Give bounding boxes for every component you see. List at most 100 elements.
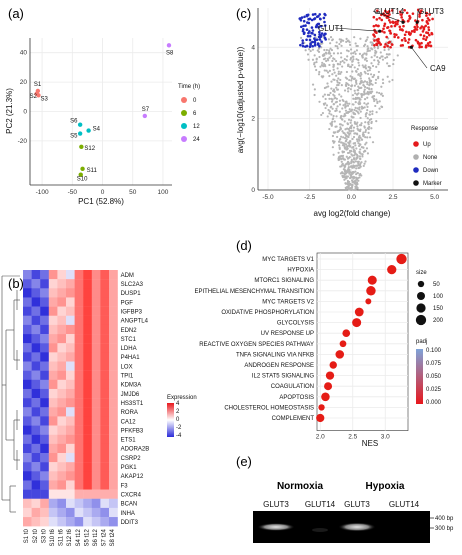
- pca-point: [142, 113, 148, 119]
- volcano-point-none: [315, 68, 318, 72]
- heatmap-cell: [48, 462, 58, 472]
- volcano-point-none: [356, 160, 359, 163]
- volcano-point-up: [377, 40, 380, 43]
- heatmap-cell: [83, 270, 92, 280]
- dotplot-size-label: 50: [433, 282, 440, 288]
- pca-legend-swatch: [181, 123, 187, 129]
- heatmap-cell: [91, 379, 101, 390]
- volcano-point-none: [336, 81, 339, 84]
- volcano-point-none: [357, 59, 360, 62]
- heatmap-cell: [83, 517, 92, 527]
- heatmap-gene-label: TPI1: [121, 374, 134, 380]
- dotplot-color-legend-title: padj: [416, 339, 427, 345]
- volcano-legend-label: None: [423, 155, 438, 161]
- heatmap-cell: [109, 443, 118, 454]
- heatmap-cell: [23, 489, 32, 499]
- volcano-point-none: [336, 105, 339, 108]
- heatmap-gene-label: F3: [121, 483, 129, 489]
- volcano-point-none: [355, 156, 358, 159]
- volcano-point-none: [356, 89, 359, 92]
- volcano-point-none: [384, 56, 387, 60]
- volcano-point-none: [376, 55, 379, 59]
- volcano-point-none: [366, 102, 370, 105]
- volcano-point-none: [330, 54, 333, 58]
- heatmap-cell: [48, 379, 58, 390]
- pca-x-tick: -50: [68, 189, 78, 196]
- pca-x-tick: 0: [101, 189, 105, 196]
- volcano-point-none: [366, 136, 369, 139]
- volcano-point-up: [383, 22, 387, 26]
- volcano-point-none: [348, 102, 351, 105]
- pca-point-label: S8: [166, 50, 174, 56]
- volcano-point-none: [358, 100, 361, 103]
- heatmap-cell: [100, 288, 110, 298]
- volcano-point-none: [396, 54, 399, 57]
- heatmap-cell: [83, 498, 92, 509]
- heatmap-cell: [91, 407, 101, 417]
- heatmap-cell: [31, 361, 41, 371]
- volcano-point-none: [365, 53, 368, 56]
- volcano-point-none: [353, 154, 356, 157]
- heatmap-cell: [109, 507, 118, 518]
- volcano-point-none: [358, 134, 361, 137]
- volcano-point-none: [346, 102, 349, 105]
- heatmap-cell: [100, 471, 110, 481]
- heatmap-cell: [57, 517, 67, 527]
- heatmap-cell: [57, 270, 67, 280]
- dotplot-size-label: 100: [433, 294, 444, 300]
- panel-label-a: (a): [8, 6, 24, 21]
- pca-y-tick: 20: [20, 79, 28, 86]
- volcano-point-none: [363, 88, 366, 91]
- heatmap-cell: [91, 370, 101, 380]
- volcano-point-none: [392, 62, 395, 66]
- gel-lane-label: GLUT3: [263, 500, 289, 509]
- heatmap-cell: [40, 315, 49, 326]
- volcano-point-none: [350, 52, 353, 55]
- volcano-point-none: [336, 63, 340, 66]
- volcano-point-none: [348, 108, 351, 111]
- volcano-point-up: [372, 24, 376, 28]
- heatmap-cell: [100, 279, 110, 289]
- heatmap-cell: [31, 489, 41, 499]
- volcano-point-none: [328, 56, 331, 59]
- heatmap-cell: [31, 480, 41, 490]
- volcano-points: [298, 8, 434, 192]
- volcano-marker-label: GLUT3: [418, 7, 444, 16]
- volcano-point-up: [416, 8, 420, 12]
- heatmap-gene-label: PFKFB3: [121, 428, 144, 434]
- heatmap-cell: [31, 324, 41, 335]
- heatmap-sample-label: S2 t0: [33, 529, 39, 544]
- volcano-point-none: [354, 97, 357, 101]
- heatmap-cell: [66, 453, 75, 463]
- heatmap-sample-label: S10 t6: [50, 529, 56, 547]
- volcano-point-up: [374, 24, 378, 27]
- volcano-point-none: [359, 37, 362, 40]
- heatmap-cell: [57, 379, 67, 390]
- volcano-point-none: [351, 103, 354, 106]
- pca-legend-label: 0: [193, 98, 197, 104]
- volcano-point-none: [357, 102, 360, 105]
- volcano-point-none: [379, 51, 382, 54]
- heatmap-cell: [57, 471, 67, 481]
- heatmap-cell: [48, 343, 58, 353]
- heatmap-cell: [91, 297, 101, 307]
- panel-b: (b) ADM SLC2A3 DUSP1 PGF IGFBP3 ANGPTL4 EDN2 ST…: [1, 270, 197, 547]
- volcano-point-up: [428, 13, 431, 16]
- volcano-point-up: [408, 16, 412, 19]
- dotplot-category-label: COAGULATION: [271, 384, 314, 390]
- volcano-point-none: [330, 113, 333, 116]
- volcano-point-none: [354, 182, 357, 186]
- volcano-point-none: [347, 135, 350, 139]
- volcano-point-up: [420, 45, 423, 49]
- heatmap-cell: [48, 425, 58, 435]
- volcano-point-none: [354, 52, 357, 55]
- volcano-point-none: [374, 81, 377, 85]
- volcano-point-none: [334, 59, 338, 63]
- heatmap-cell: [100, 507, 110, 518]
- volcano-point-none: [359, 98, 362, 101]
- volcano-point-none: [364, 143, 367, 146]
- heatmap-cell: [31, 388, 41, 399]
- heatmap-cell: [66, 270, 75, 280]
- volcano-point-up: [428, 33, 431, 37]
- volcano-point-none: [346, 151, 350, 155]
